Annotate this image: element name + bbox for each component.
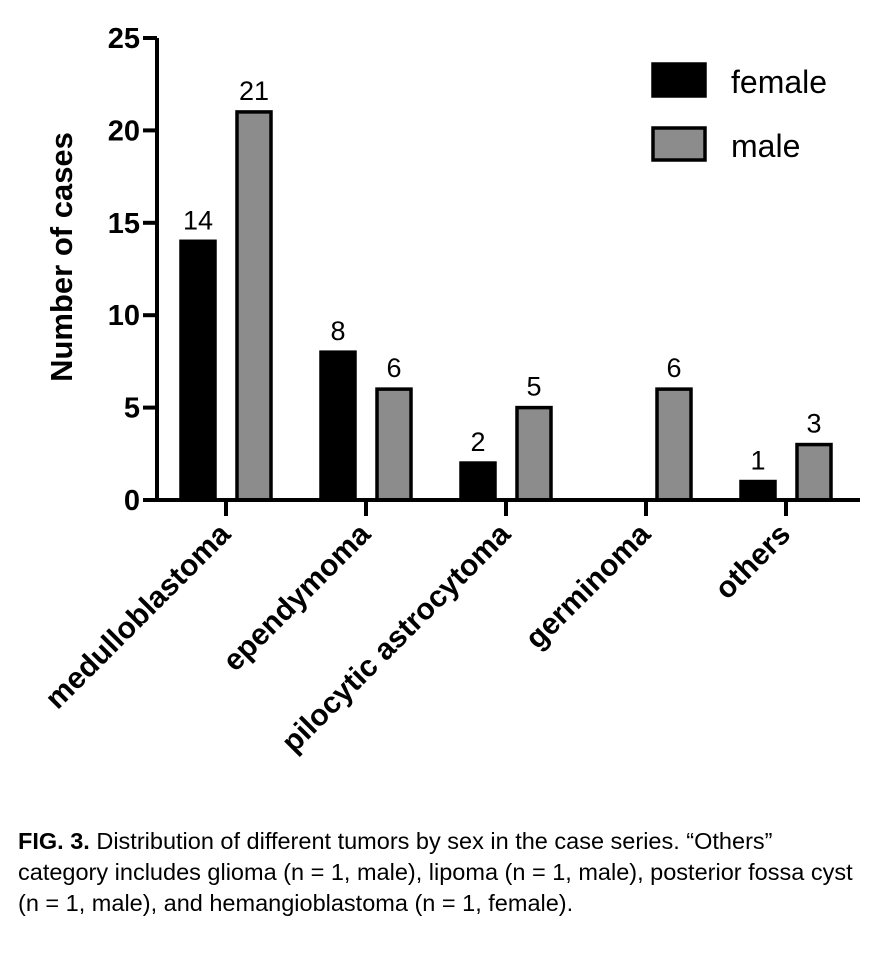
legend-swatch-male	[651, 126, 707, 162]
bar-female-others	[739, 479, 777, 502]
bar-male-germinoma	[655, 387, 693, 502]
y-tick-label: 20	[108, 115, 140, 147]
data-label-male-others: 3	[806, 409, 821, 439]
data-label-female-others: 1	[750, 446, 765, 476]
legend-swatch-female	[651, 62, 707, 98]
data-label-male-pilocytic-astrocytoma: 5	[526, 372, 541, 402]
data-label-female-ependymoma: 8	[330, 316, 345, 346]
x-tick-label-others: others	[709, 518, 797, 606]
data-label-female-medulloblastoma: 14	[183, 205, 213, 235]
caption-lead: FIG. 3.	[18, 828, 90, 854]
bar-male-ependymoma	[375, 387, 413, 502]
legend-label-male: male	[731, 128, 800, 164]
figure-caption: FIG. 3. Distribution of different tumors…	[18, 826, 858, 919]
legend: female male	[651, 62, 827, 164]
bar-female-medulloblastoma	[179, 239, 217, 502]
y-tick-label: 0	[124, 485, 140, 517]
y-tick-label: 10	[108, 300, 140, 332]
data-label-male-medulloblastoma: 21	[239, 76, 269, 106]
bars-group	[179, 110, 833, 502]
bar-male-medulloblastoma	[235, 110, 273, 502]
x-tick-label-medulloblastoma: medulloblastoma	[39, 517, 237, 715]
bar-male-pilocytic-astrocytoma	[515, 405, 553, 502]
y-axis-label: Number of cases	[44, 132, 79, 382]
x-tick-label-ependymoma: ependymoma	[217, 517, 377, 677]
data-label-male-ependymoma: 6	[386, 353, 401, 383]
y-tick-label: 25	[108, 23, 140, 55]
bar-female-pilocytic-astrocytoma	[459, 461, 497, 502]
y-ticks-group: 0 5 10 15 20 25	[108, 23, 157, 517]
data-label-male-germinoma: 6	[666, 353, 681, 383]
bar-male-others	[795, 442, 833, 502]
x-tick-label-germinoma: germinoma	[519, 517, 657, 655]
x-tick-label-pilocytic-astrocytoma: pilocytic astrocytoma	[276, 517, 518, 759]
data-label-female-pilocytic-astrocytoma: 2	[470, 427, 485, 457]
y-tick-label: 15	[108, 208, 140, 240]
y-tick-label: 5	[124, 393, 140, 425]
data-labels-group: 14 21 8 6 2 5 6 1 3	[183, 76, 822, 476]
legend-label-female: female	[731, 64, 827, 100]
bar-female-ependymoma	[319, 350, 357, 502]
caption-text: Distribution of different tumors by sex …	[18, 828, 853, 916]
